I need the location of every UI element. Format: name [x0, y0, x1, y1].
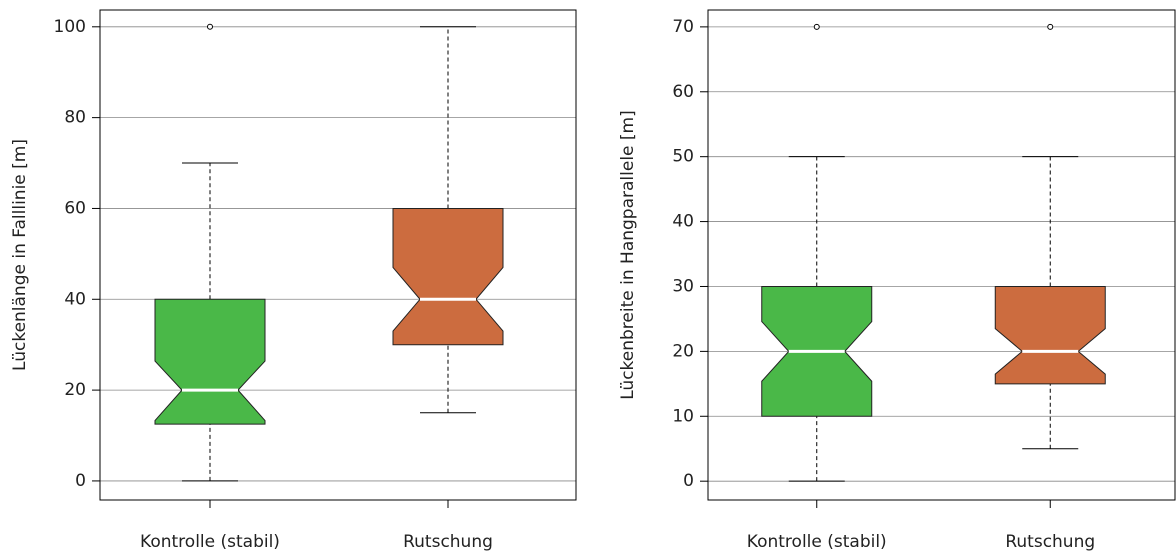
- x-tick-label: Rutschung: [403, 532, 493, 552]
- y-axis-label: Lückenlänge in Falllinie [m]: [10, 139, 30, 371]
- plot-frame: [707, 9, 1176, 501]
- y-tick-label: 50: [672, 147, 694, 167]
- plot-frame: [99, 9, 577, 501]
- y-tick-label: 0: [683, 471, 694, 491]
- y-tick-label: 40: [64, 289, 86, 309]
- y-tick-label: 40: [672, 212, 694, 232]
- outlier: [1047, 23, 1054, 30]
- box: [994, 285, 1106, 385]
- outlier: [813, 23, 820, 30]
- y-axis-label: Lückenbreite in Hangparallele [m]: [618, 110, 638, 399]
- y-tick-label: 80: [64, 108, 86, 128]
- y-tick-label: 100: [54, 17, 86, 37]
- y-tick-label: 30: [672, 276, 694, 296]
- x-tick-label: Rutschung: [1005, 532, 1095, 552]
- y-tick-label: 0: [75, 471, 86, 491]
- box: [392, 207, 504, 346]
- y-tick-label: 60: [64, 198, 86, 218]
- y-tick-label: 60: [672, 82, 694, 102]
- outlier: [207, 23, 213, 30]
- y-tick-label: 10: [672, 406, 694, 426]
- y-tick-label: 20: [64, 380, 86, 400]
- y-tick-label: 20: [672, 341, 694, 361]
- y-tick-label: 70: [672, 17, 694, 37]
- x-tick-label: Kontrolle (stabil): [747, 532, 887, 552]
- box: [154, 298, 266, 425]
- x-tick-label: Kontrolle (stabil): [140, 532, 280, 552]
